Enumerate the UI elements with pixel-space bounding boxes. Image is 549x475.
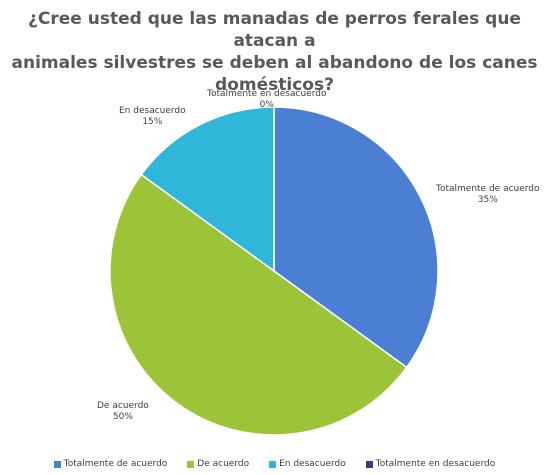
legend: Totalmente de acuerdo De acuerdo En desa… [0, 459, 549, 469]
legend-swatch [53, 460, 61, 468]
slice-label-de-acuerdo: De acuerdo 50% [97, 401, 149, 423]
legend-swatch [269, 460, 277, 468]
pie-slice-totalmente-de-acuerdo [273, 106, 439, 369]
slice-label-value: 0% [259, 100, 274, 110]
pie-slice-en-desacuerdo [140, 106, 275, 273]
slice-label-totalmente-de-acuerdo: Totalmente de acuerdo 35% [436, 184, 540, 206]
chart-title-line-2: animales silvestres se deben al abandono… [11, 53, 538, 73]
slice-label-value: 50% [112, 412, 133, 422]
legend-label: En desacuerdo [279, 459, 346, 469]
legend-item: De acuerdo [187, 459, 249, 469]
slice-label-name: Totalmente en desacuerdo [207, 89, 327, 99]
legend-label: Totalmente en desacuerdo [375, 459, 496, 469]
chart-title: ¿Cree usted que las manadas de perros fe… [0, 8, 549, 96]
slice-label-totalmente-en-desacuerdo: Totalmente en desacuerdo 0% [207, 89, 326, 111]
legend-item: En desacuerdo [269, 459, 346, 469]
slice-label-en-desacuerdo: En desacuerdo 15% [119, 106, 186, 128]
slice-label-value: 35% [477, 195, 498, 205]
legend-label: De acuerdo [197, 459, 250, 469]
chart-title-line-3: domésticos? [215, 75, 334, 95]
slice-label-value: 15% [142, 117, 163, 127]
slice-label-name: En desacuerdo [119, 106, 186, 116]
pie-slice-de-acuerdo [109, 173, 408, 436]
slice-label-name: De acuerdo [97, 401, 149, 411]
legend-item: Totalmente de acuerdo [53, 459, 168, 469]
legend-swatch [187, 460, 195, 468]
chart-title-line-1: ¿Cree usted que las manadas de perros fe… [28, 9, 521, 51]
legend-item: Totalmente en desacuerdo [365, 459, 496, 469]
legend-label: Totalmente de acuerdo [63, 459, 168, 469]
slice-label-name: Totalmente de acuerdo [436, 184, 540, 194]
legend-swatch [365, 460, 373, 468]
